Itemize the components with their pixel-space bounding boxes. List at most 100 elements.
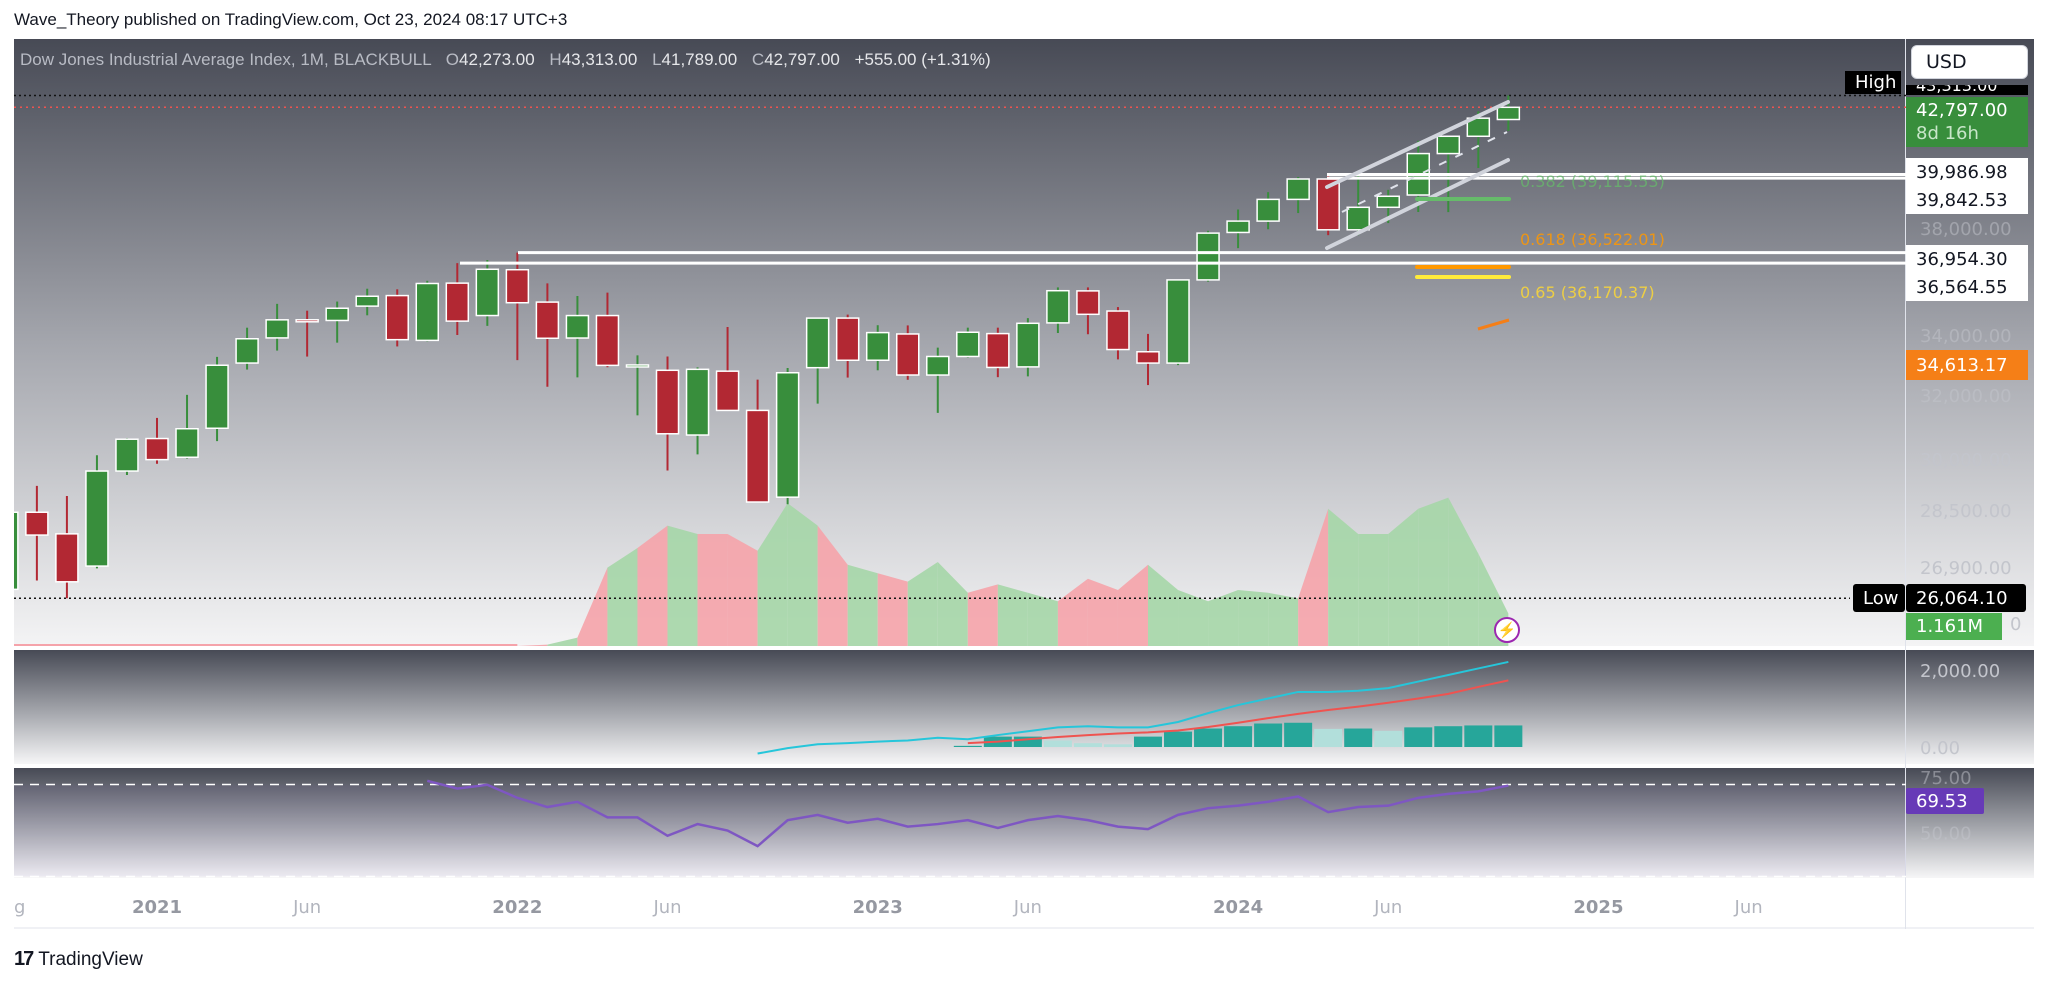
candle[interactable] — [1466, 111, 1491, 168]
candle[interactable] — [265, 303, 289, 351]
candle[interactable] — [235, 327, 259, 370]
candle[interactable] — [535, 283, 560, 387]
channel-upper-line[interactable] — [1325, 100, 1510, 189]
price-axis-tick: 30,000.00 — [1920, 450, 2012, 471]
rsi-last-tag: 69.53 — [1906, 788, 1984, 814]
candle[interactable] — [595, 292, 620, 368]
candle[interactable] — [25, 485, 49, 581]
candle[interactable] — [715, 326, 740, 412]
candle-body — [505, 268, 530, 304]
candle-body — [1166, 279, 1190, 364]
candle[interactable] — [1256, 192, 1280, 230]
candle[interactable] — [295, 310, 319, 357]
low-value-tag: 26,064.10 — [1906, 584, 2026, 612]
price-axis-tick: 34,000.00 — [1920, 326, 2012, 347]
low-tag: Low — [1853, 584, 1905, 612]
candle[interactable] — [55, 495, 79, 599]
candle-body — [1346, 206, 1370, 231]
candle[interactable] — [805, 317, 830, 404]
candle[interactable] — [625, 355, 650, 416]
candle-body — [265, 319, 289, 339]
candle[interactable] — [145, 417, 169, 464]
open-label: O — [445, 50, 460, 69]
time-axis-label: 2023 — [853, 897, 903, 918]
level-tag: 36,954.30 — [1906, 245, 2028, 273]
volume-area-segment — [1208, 590, 1239, 646]
candle[interactable] — [1106, 307, 1130, 360]
candle[interactable] — [1286, 176, 1310, 214]
high-value: 43,313.00 — [561, 50, 638, 69]
orange-trend-segment[interactable] — [1477, 318, 1510, 331]
time-axis-label: Jun — [1013, 897, 1042, 918]
macd-axis-tick: 0.00 — [1920, 738, 1960, 759]
level-tag: 39,986.98 — [1906, 158, 2028, 186]
candle[interactable] — [205, 356, 229, 442]
volume-axis-zero: 0 — [2010, 614, 2021, 635]
chart-area[interactable]: 38,000.00 34,000.00 32,000.00 30,000.00 28,5… — [0, 39, 2034, 929]
candle[interactable] — [475, 260, 500, 326]
candle[interactable] — [1016, 318, 1040, 377]
candle[interactable] — [986, 327, 1010, 378]
candle[interactable] — [1196, 230, 1220, 282]
candle[interactable] — [775, 367, 800, 505]
time-axis-label: Jun — [1734, 897, 1763, 918]
volume-area-segment — [1328, 508, 1359, 646]
volume-area-segment — [697, 534, 728, 646]
symbol-title[interactable]: Dow Jones Industrial Average Index, 1M, … — [20, 50, 432, 69]
macd-histogram-bar — [1043, 740, 1072, 747]
candle[interactable] — [325, 301, 349, 343]
candle-body — [986, 332, 1010, 369]
candle[interactable] — [896, 325, 920, 380]
volume-area-segment — [547, 637, 578, 646]
candle[interactable] — [685, 367, 710, 455]
candle[interactable] — [926, 347, 950, 413]
candle[interactable] — [745, 379, 770, 503]
volume-area-segment — [637, 525, 668, 646]
volume-area-segment — [577, 567, 608, 646]
candle-body — [355, 295, 379, 307]
candle-body — [1136, 351, 1160, 364]
candle[interactable] — [835, 314, 860, 378]
price-axis-tick: 38,000.00 — [1920, 219, 2012, 240]
chart-canvas[interactable]: 38,000.00 34,000.00 32,000.00 30,000.00 28,5… — [0, 39, 2034, 929]
candle-body — [25, 511, 49, 536]
volume-area-segment — [787, 503, 818, 646]
change-value: +555.00 (+1.31%) — [854, 50, 991, 69]
candle[interactable] — [385, 289, 409, 347]
candle-body — [385, 294, 409, 341]
candle[interactable] — [1076, 287, 1100, 335]
candle[interactable] — [655, 356, 680, 471]
candle[interactable] — [0, 509, 19, 594]
candle-body — [956, 331, 980, 358]
candle[interactable] — [1226, 209, 1250, 249]
candle[interactable] — [115, 438, 139, 475]
candle[interactable] — [956, 327, 980, 358]
macd-histogram-bar — [1224, 726, 1253, 747]
candle[interactable] — [865, 325, 890, 371]
candle[interactable] — [1136, 333, 1160, 386]
candle[interactable] — [175, 394, 199, 459]
candle-body — [745, 409, 770, 503]
candle-body — [85, 470, 109, 567]
candle[interactable] — [445, 263, 470, 335]
candle[interactable] — [85, 455, 109, 569]
candle[interactable] — [415, 280, 440, 342]
legend-header: Dow Jones Industrial Average Index, 1M, … — [20, 50, 991, 70]
rsi-band-fill — [14, 784, 1906, 877]
time-axis-label: 2022 — [492, 897, 542, 918]
volume-area-segment — [667, 525, 698, 646]
candle[interactable] — [565, 295, 590, 378]
low-label: L — [652, 50, 662, 69]
candle-body — [926, 355, 950, 376]
candle[interactable] — [505, 252, 530, 361]
time-axis-label: Jun — [1373, 897, 1402, 918]
channel-mid-line[interactable] — [1341, 131, 1508, 213]
channel-lower-line[interactable] — [1325, 158, 1510, 250]
candle[interactable] — [355, 288, 379, 316]
close-label: C — [751, 50, 765, 69]
currency-button[interactable]: USD — [1911, 45, 2028, 79]
candle[interactable] — [1166, 279, 1190, 366]
rsi-axis-tick: 75.00 — [1920, 768, 1972, 789]
candle[interactable] — [1046, 287, 1070, 334]
lightning-icon[interactable]: ⚡ — [1494, 617, 1520, 643]
